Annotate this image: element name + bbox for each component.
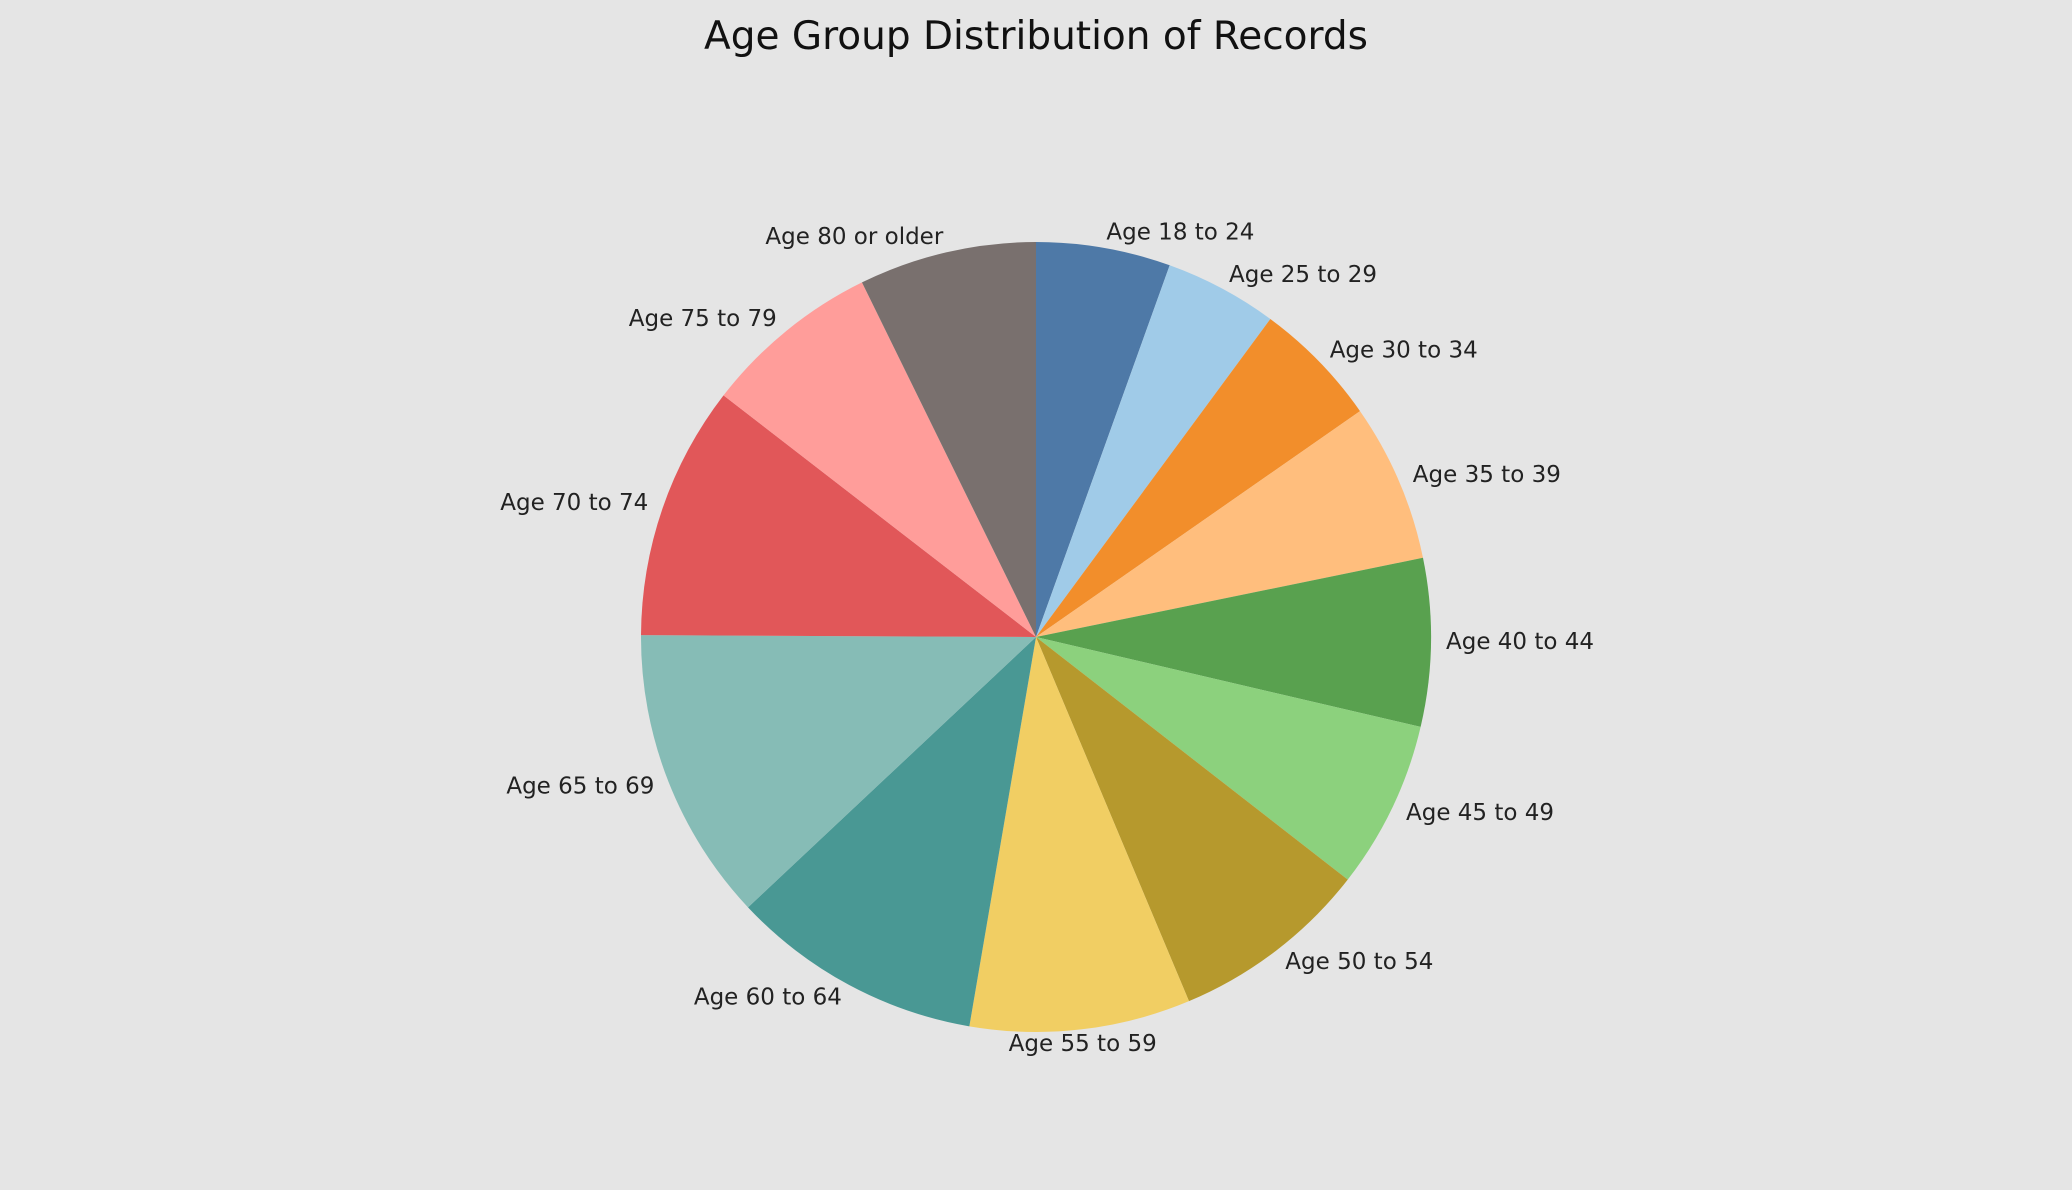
pie-slice-age-55-to-59[interactable] (969, 637, 1189, 1032)
pie-label: Age 18 to 24 (1106, 220, 1254, 246)
pie-slices (640, 242, 1431, 1032)
pie-slice-age-25-to-29[interactable] (1036, 265, 1271, 637)
pie-label: Age 50 to 54 (1285, 949, 1433, 975)
pie-label: Age 75 to 79 (629, 306, 777, 332)
pie-slice-age-45-to-49[interactable] (1036, 637, 1421, 880)
pie-slice-age-70-to-74[interactable] (641, 395, 1036, 637)
pie-slice-age-65-to-69[interactable] (640, 635, 1036, 908)
pie-label: Age 65 to 69 (506, 774, 654, 800)
pie-slice-age-35-to-39[interactable] (1036, 411, 1423, 637)
pie-label: Age 45 to 49 (1406, 800, 1554, 826)
pie-label: Age 55 to 59 (1009, 1031, 1157, 1057)
pie-label: Age 30 to 34 (1330, 337, 1478, 363)
pie-slice-age-40-to-44[interactable] (1036, 557, 1431, 727)
pie-label: Age 80 or older (765, 224, 943, 250)
pie-slice-age-30-to-34[interactable] (1036, 319, 1361, 637)
pie-slice-age-75-to-79[interactable] (723, 282, 1036, 637)
pie-labels: Age 18 to 24 Age 25 to 29 Age 30 to 34 Age … (500, 220, 1594, 1057)
pie-label: Age 60 to 64 (694, 985, 842, 1011)
pie-label: Age 40 to 44 (1446, 629, 1594, 655)
pie-label: Age 35 to 39 (1413, 462, 1561, 488)
pie-label: Age 70 to 74 (500, 490, 648, 516)
pie-slice-age-80-or-older[interactable] (861, 242, 1036, 637)
pie-slice-age-50-to-54[interactable] (1036, 637, 1348, 1002)
chart-title: Age Group Distribution of Records (704, 14, 1368, 59)
pie-slice-age-18-to-24[interactable] (1036, 242, 1170, 637)
pie-slice-age-60-to-64[interactable] (748, 637, 1036, 1027)
pie-label: Age 25 to 29 (1229, 262, 1377, 288)
